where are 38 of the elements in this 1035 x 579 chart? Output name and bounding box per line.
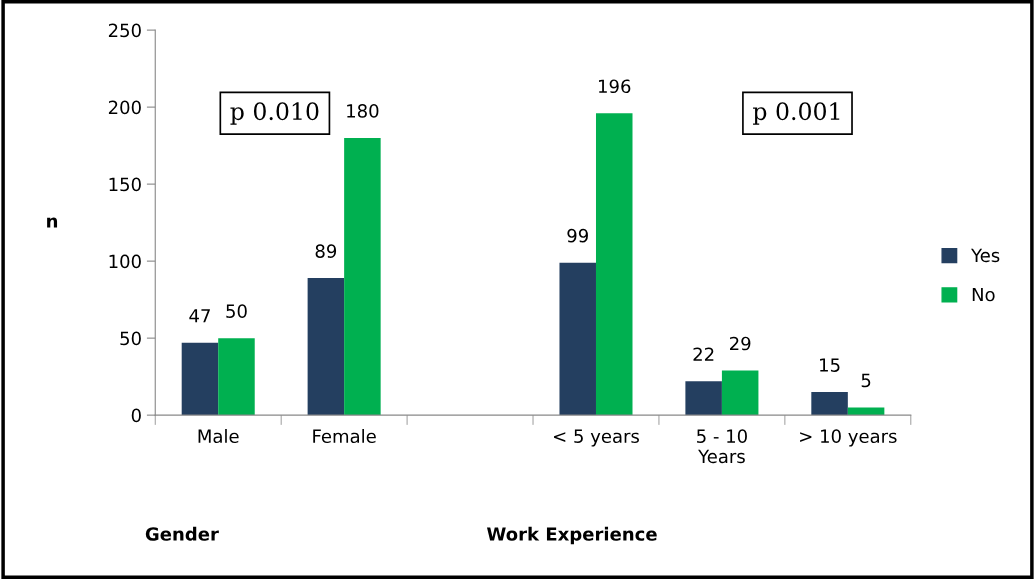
legend-label: Yes xyxy=(971,248,1000,263)
data-label: 89 xyxy=(315,244,337,258)
bar xyxy=(181,342,219,416)
y-tick-label: 200 xyxy=(108,100,141,115)
bar xyxy=(344,137,381,416)
bar xyxy=(218,338,255,416)
bar xyxy=(685,381,722,416)
data-label: 99 xyxy=(567,228,588,243)
y-tick-label: 50 xyxy=(120,331,141,346)
bar xyxy=(811,392,848,416)
x-tick-label: > 10 years xyxy=(800,429,897,447)
legend-label: No xyxy=(972,287,995,302)
data-label: 15 xyxy=(820,358,840,372)
annotation: p 0.001 xyxy=(753,102,840,125)
y-tick-label: 0 xyxy=(131,408,141,423)
bar xyxy=(559,262,596,416)
x-tick-label: 5 - 10 Years xyxy=(697,429,747,464)
data-label: 196 xyxy=(599,79,631,94)
data-label: 22 xyxy=(693,347,714,361)
data-label: 29 xyxy=(730,336,751,351)
y-tick-label: 250 xyxy=(108,23,141,38)
data-label: 47 xyxy=(189,309,210,323)
x-tick-label: Female xyxy=(313,429,376,444)
data-label: 50 xyxy=(226,304,247,318)
x-tick-label: Male xyxy=(198,429,239,444)
data-label: 180 xyxy=(347,104,379,118)
text: Gender xyxy=(145,526,219,541)
bar xyxy=(595,113,633,416)
y-tick-label: 100 xyxy=(109,254,141,269)
data-label: 5 xyxy=(861,373,871,388)
y-axis-title: n xyxy=(47,217,58,228)
bar xyxy=(847,407,885,416)
bar xyxy=(307,278,345,416)
x-tick-label: < 5 years xyxy=(554,429,639,447)
annotation: p 0.010 xyxy=(230,102,319,125)
text: Work Experience xyxy=(486,526,657,545)
bar xyxy=(721,370,759,416)
y-tick-label: 150 xyxy=(109,177,141,192)
